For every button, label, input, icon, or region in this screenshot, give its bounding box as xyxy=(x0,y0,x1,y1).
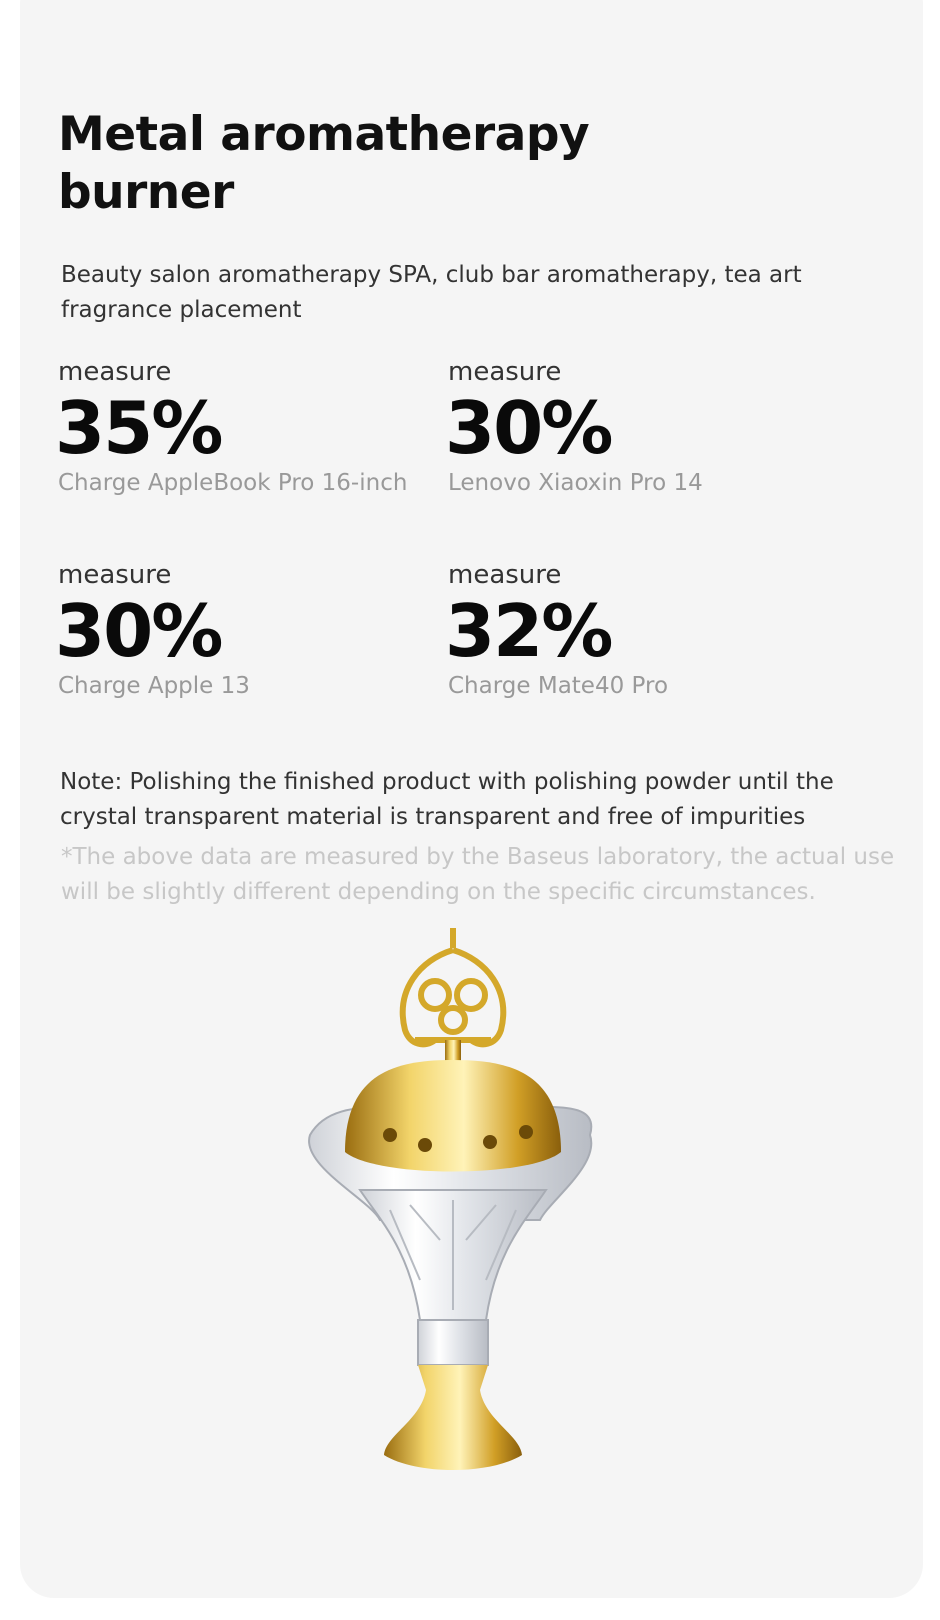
stat-item: measure 30% Lenovo Xiaoxin Pro 14 xyxy=(445,356,828,498)
stat-device: Charge Apple 13 xyxy=(58,673,250,699)
page-subtitle: Beauty salon aromatherapy SPA, club bar … xyxy=(61,262,802,323)
stat-device: Lenovo Xiaoxin Pro 14 xyxy=(448,470,703,496)
stat-value: 30% xyxy=(55,589,223,673)
page-title: Metal aromatherapy burner xyxy=(58,107,590,220)
stat-item: measure 30% Charge Apple 13 xyxy=(55,559,438,701)
stat-item: measure 32% Charge Mate40 Pro xyxy=(445,559,828,701)
stat-label: measure xyxy=(448,357,562,387)
note-text: Note: Polishing the finished product wit… xyxy=(60,769,834,830)
stat-label: measure xyxy=(58,357,172,387)
stat-value: 30% xyxy=(445,386,613,470)
stat-label: measure xyxy=(58,560,172,590)
stat-device: Charge AppleBook Pro 16-inch xyxy=(58,470,408,496)
stat-device: Charge Mate40 Pro xyxy=(448,673,669,699)
stat-item: measure 35% Charge AppleBook Pro 16-inch xyxy=(55,356,438,498)
finial-ornament xyxy=(399,928,507,1048)
stat-value: 35% xyxy=(55,386,223,470)
stat-label: measure xyxy=(448,560,562,590)
stat-value: 32% xyxy=(445,589,613,673)
aromatherapy-burner-image xyxy=(308,928,593,1470)
disclaimer-text: *The above data are measured by the Base… xyxy=(61,844,895,905)
